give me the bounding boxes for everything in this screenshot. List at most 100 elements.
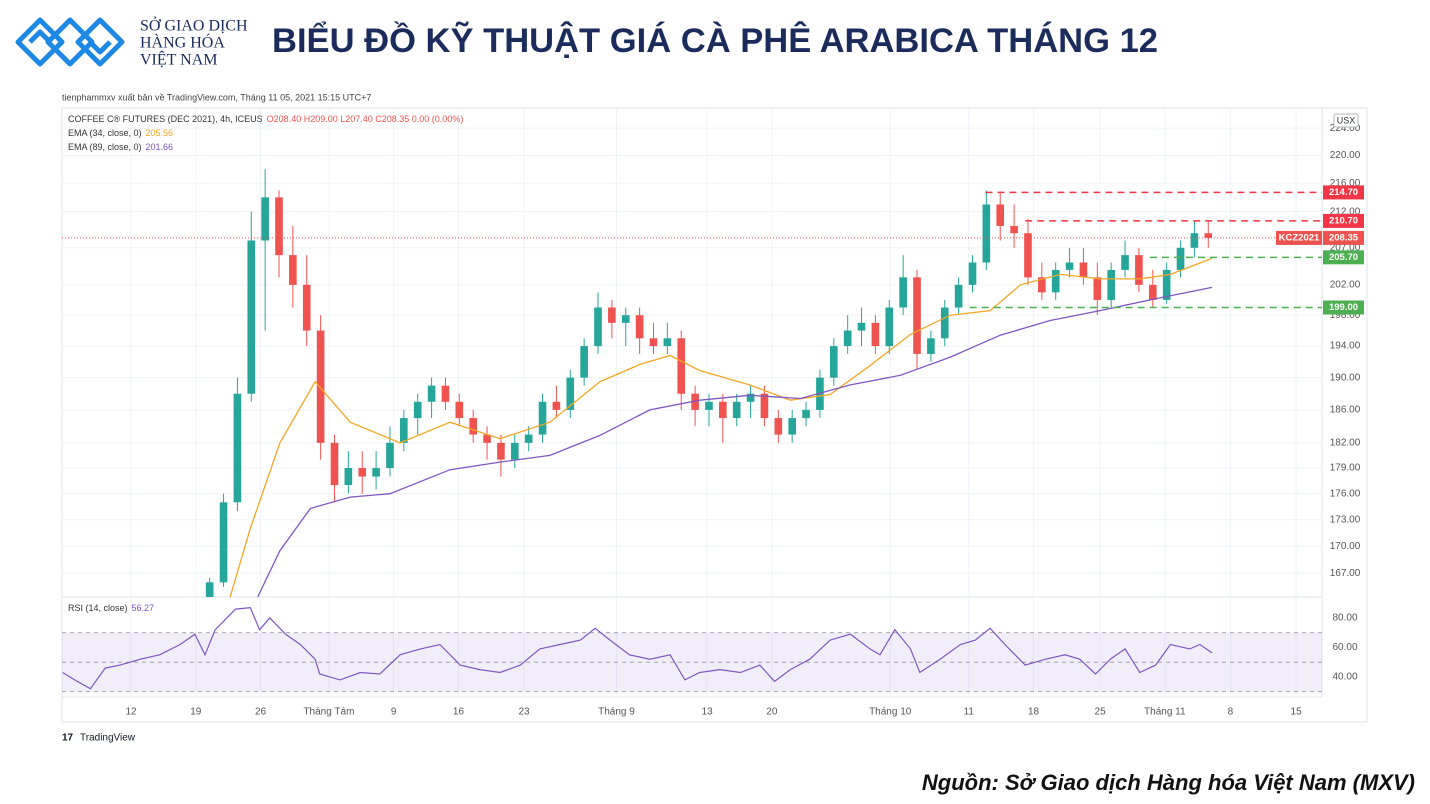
level-label: 205.70: [1329, 252, 1358, 263]
x-tick-label: 9: [391, 707, 397, 718]
x-tick-label: 8: [1228, 707, 1234, 718]
y-tick-label: 186.00: [1330, 405, 1361, 416]
x-tick-label: 13: [702, 707, 714, 718]
candle-body: [968, 262, 977, 285]
legend-symbol: COFFEE C® FUTURES (DEC 2021), 4h, ICEUS O…: [68, 114, 463, 124]
y-tick-label: 170.00: [1330, 541, 1361, 552]
candle-body: [261, 197, 269, 241]
chart-frame: [61, 107, 1368, 723]
candle-body: [621, 315, 630, 323]
candle-body: [608, 307, 616, 323]
candle-body: [219, 502, 228, 583]
y-tick-label: 173.00: [1330, 514, 1361, 525]
logo-text: VIỆT NAM: [140, 50, 217, 69]
candle-body: [510, 442, 519, 460]
candle-body: [719, 401, 727, 419]
candle-body: [705, 401, 713, 410]
level-box: [1323, 213, 1364, 228]
source: Nguồn: Sở Giao dịch Hàng hóa Việt Nam (M…: [922, 770, 1415, 795]
candle-body: [1038, 277, 1046, 293]
rsi-line: [62, 606, 1213, 690]
currency: USX: [1337, 115, 1356, 125]
y-tick-label: 182.00: [1330, 437, 1361, 448]
candle-body: [580, 346, 588, 378]
candle-body: [358, 468, 367, 477]
candle-body: [247, 240, 256, 394]
candle-body: [1190, 233, 1199, 248]
candle-body: [982, 204, 991, 263]
candle-body: [566, 377, 575, 410]
candle-body: [746, 393, 755, 402]
candle-body: [802, 409, 810, 419]
logo-text: SỞ GIAO DỊCH: [140, 16, 248, 35]
candle-body: [1121, 255, 1129, 270]
candle-body: [1204, 233, 1213, 238]
symbol-label: KCZ2021: [1279, 232, 1320, 243]
x-tick-label: 20: [766, 707, 778, 718]
y-tick-label: 207.00: [1330, 242, 1361, 253]
symbol-title: COFFEE C® FUTURES (DEC 2021), 4h, ICEUS: [68, 114, 263, 124]
candle-body: [1079, 262, 1088, 278]
price-box: [1323, 230, 1364, 245]
candle-body: [205, 582, 214, 597]
grid: [62, 108, 1322, 697]
level-box: [1323, 250, 1364, 265]
candle-body: [1148, 284, 1157, 300]
candle-body: [330, 442, 339, 486]
page-title: BIỂU ĐỒ KỸ THUẬT GIÁ CÀ PHÊ ARABICA THÁN…: [272, 22, 1158, 60]
candle-body: [788, 418, 796, 435]
candle-body: [289, 255, 297, 285]
rsi-tick-label: 60.00: [1332, 642, 1357, 653]
candle-body: [441, 385, 450, 402]
candle-body: [649, 338, 658, 347]
candle-body: [483, 434, 491, 443]
y-tick-label: 224.00: [1330, 123, 1361, 134]
candle-body: [1093, 277, 1102, 300]
candle-body: [760, 393, 769, 419]
brand: TradingView: [80, 733, 136, 744]
candle-body: [996, 204, 1005, 226]
candle-body: [302, 284, 311, 331]
logo-text: HÀNG HÓA: [140, 33, 225, 52]
level-box: [1323, 300, 1364, 315]
legend-name: EMA (89, close, 0): [68, 142, 142, 152]
x-tick-label: 16: [453, 707, 465, 718]
x-tick-label: 18: [1028, 707, 1040, 718]
candle-body: [344, 468, 353, 486]
y-tick-label: 202.00: [1330, 279, 1361, 290]
candle-body: [538, 401, 547, 435]
candle-body: [1010, 225, 1018, 234]
candle-body: [691, 393, 699, 410]
candle-body: [1135, 255, 1143, 285]
candle-body: [829, 346, 838, 378]
candle-body: [469, 418, 477, 435]
legend-value: 56.27: [132, 603, 155, 613]
publisher: tienphammxv xuất bản về TradingView.com,…: [62, 92, 371, 102]
candle-body: [885, 307, 894, 347]
x-tick-label: 23: [518, 707, 530, 718]
y-tick-label: 190.00: [1330, 372, 1361, 383]
symbol-box: [1276, 230, 1322, 245]
candle-body: [843, 330, 852, 347]
x-tick-label: 26: [255, 707, 267, 718]
x-tick-label: Tháng 9: [598, 707, 635, 718]
candle-body: [524, 434, 533, 443]
y-tick-label: 194.00: [1330, 341, 1361, 352]
price-pane: [62, 169, 1322, 597]
legend-name: RSI (14, close): [68, 603, 128, 613]
last-price-label: 208.35: [1329, 232, 1359, 243]
candle-body: [732, 401, 741, 419]
candle-body: [927, 338, 935, 354]
y-tick-label: 167.00: [1330, 568, 1361, 579]
y-tick-label: 220.00: [1330, 150, 1361, 161]
candle-body: [372, 468, 380, 477]
x-tick-label: 19: [190, 707, 202, 718]
y-tick-label: 216.00: [1330, 178, 1361, 189]
candle-body: [635, 315, 644, 339]
axes: 224.00 220.00 216.00 212.00 207.00 202.00 198.…: [126, 123, 1364, 718]
candle-body: [1107, 269, 1115, 300]
x-tick-label: 12: [126, 707, 138, 718]
y-tick-label: 198.00: [1330, 310, 1361, 321]
candle-body: [940, 307, 949, 339]
